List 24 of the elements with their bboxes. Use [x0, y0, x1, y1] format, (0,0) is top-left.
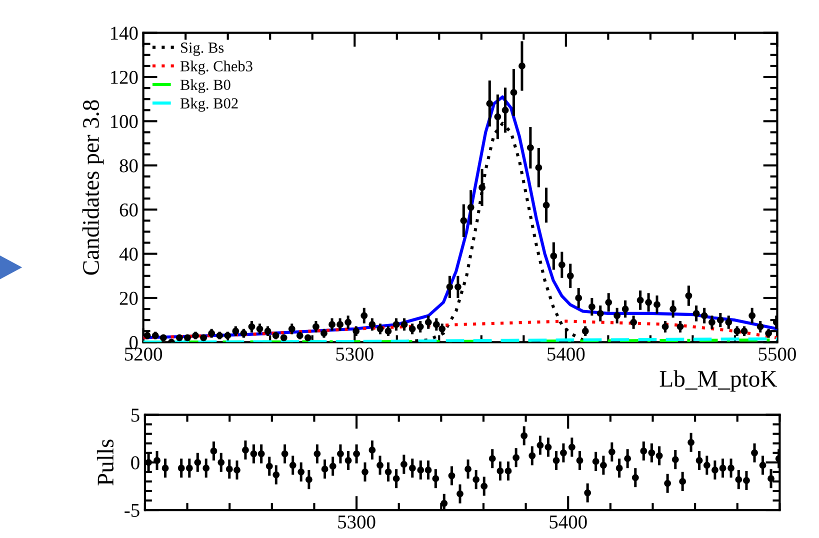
y-tick-label: 80 [120, 159, 138, 172]
x-tick-label: 5400 [550, 515, 587, 529]
y-tick-label: 0 [131, 456, 140, 470]
y-axis-title: Pulls [96, 440, 114, 486]
x-tick-label: 5300 [338, 515, 376, 529]
y-axis-title: Candidates per 3.8 [82, 100, 104, 275]
y-tick-label: 40 [119, 248, 138, 261]
x-tick-label: 5500 [758, 348, 796, 361]
legend-label: Bkg. B0 [180, 79, 230, 94]
x-tick-label: 5200 [125, 348, 162, 361]
y-tick-label: -5 [124, 504, 140, 517]
y-tick-label: 120 [111, 70, 138, 84]
y-tick-label: 0 [129, 336, 138, 350]
x-tick-label: 5400 [548, 348, 585, 361]
legend-label: Sig. Bs [181, 42, 224, 56]
y-tick-label: 140 [111, 26, 138, 40]
x-tick-label: 5300 [336, 348, 374, 361]
x-axis-title: Lb_M_ptoK [660, 370, 777, 392]
y-tick-label: 5 [132, 408, 140, 422]
legend-label: Bkg. B02 [180, 98, 238, 112]
y-tick-label: 100 [111, 115, 138, 128]
legend-label: Bkg. Cheb3 [180, 60, 252, 75]
y-tick-label: 20 [120, 292, 138, 305]
y-tick-label: 60 [120, 203, 138, 217]
